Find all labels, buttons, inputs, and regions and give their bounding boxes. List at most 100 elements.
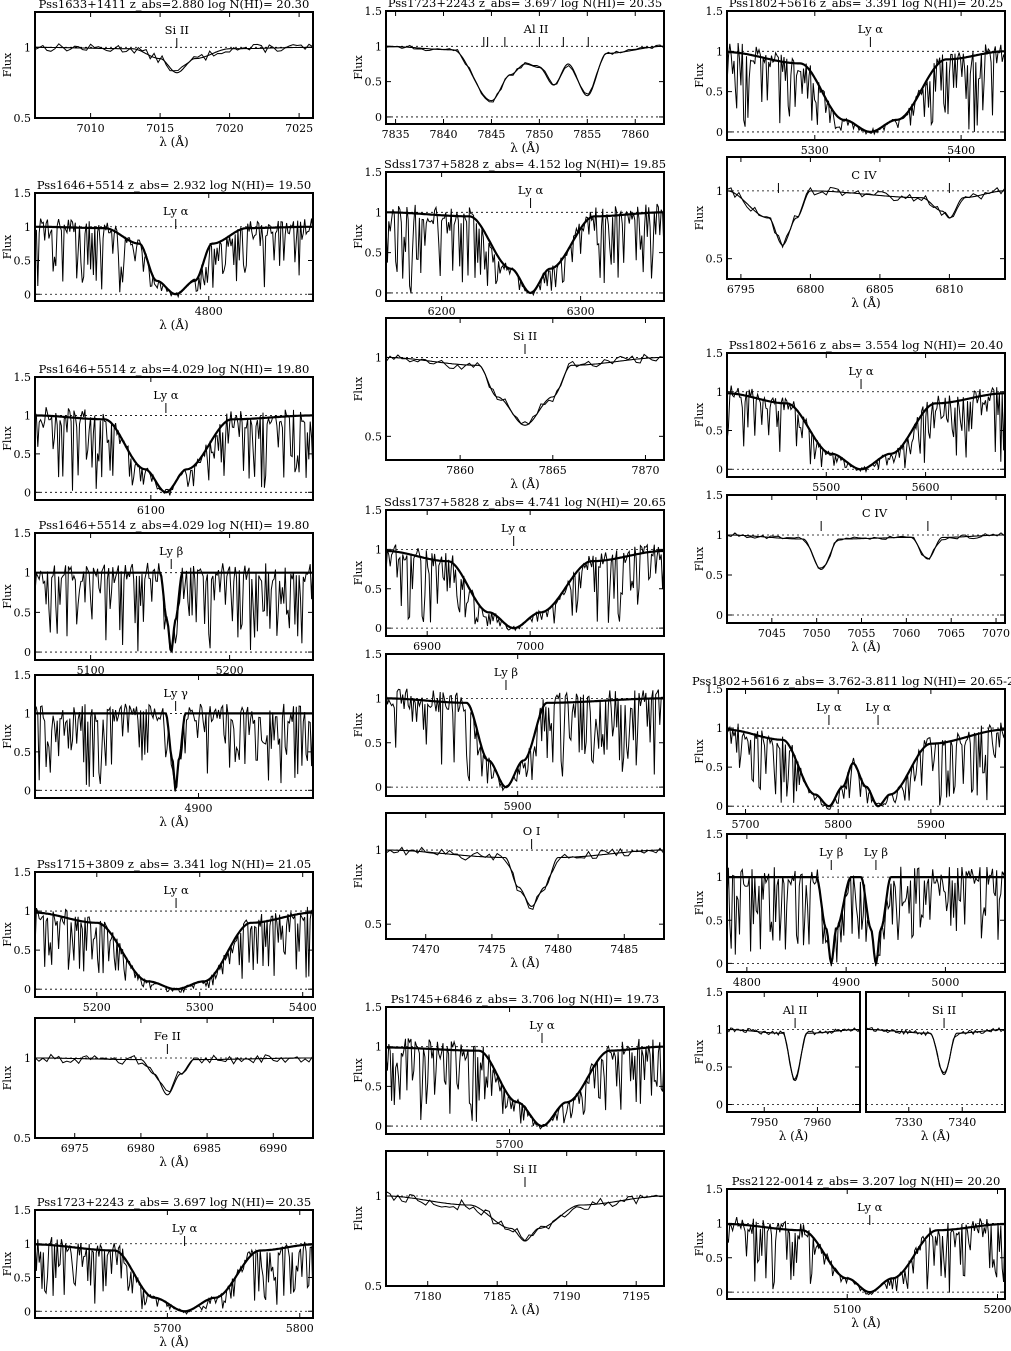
y-tick-label: 0 [716,126,723,139]
y-tick-label: 0 [375,287,382,300]
model-fit-line [727,728,1005,808]
transition-label: C IV [862,506,888,520]
chart-panel-c6: 4800 4900 5000 0 0.5 1 1.5 Flux Ly β Ly β [693,828,1006,989]
x-tick-label: 6810 [935,283,963,296]
y-tick-label: 1.5 [706,489,724,502]
y-axis-label: Flux [693,1231,706,1256]
transition-label: Ly α [163,204,189,218]
y-axis-label: Flux [693,738,706,763]
y-tick-label: 1 [716,185,723,198]
transition-label: O I [523,824,541,838]
chart-panel-c2: 6795 6800 6805 6810 0.5 1 Flux λ (Å) C IV [693,156,1006,310]
y-tick-label: 0.5 [706,569,724,582]
x-tick-label: 7855 [573,128,601,141]
plot-frame [385,171,665,302]
x-tick-label: 6805 [866,283,894,296]
chart-panel-c4: 7045 7050 7055 7060 7065 7070 0 0.5 1 1.5 Flux λ (Å… [693,489,1010,654]
x-tick-label: 6300 [567,305,595,318]
transition-label: Ly α [163,883,189,897]
observed-spectrum [35,43,313,72]
x-tick-label: 7055 [848,627,876,640]
x-tick-label: 5400 [289,1001,317,1014]
y-tick-label: 0.5 [365,918,383,931]
y-axis-label: Flux [352,54,365,79]
x-tick-label: 6975 [61,1142,89,1155]
model-fit-line [386,356,664,426]
x-axis-label: λ (Å) [159,134,188,149]
y-tick-label: 1 [375,692,382,705]
transition-label: Fe II [154,1029,181,1043]
y-tick-label: 1.5 [365,1001,383,1014]
x-tick-label: 6100 [137,504,165,517]
plot-frame [34,11,314,119]
y-tick-label: 1.5 [706,347,724,360]
x-tick-label: 7060 [892,627,920,640]
y-tick-label: 1 [24,41,31,54]
y-tick-label: 1 [24,1052,31,1065]
observed-spectrum [727,42,1005,136]
y-axis-label: Flux [693,402,706,427]
x-tick-label: 7190 [553,1290,581,1303]
y-tick-label: 1 [24,567,31,580]
plot-frame [726,352,1006,478]
y-tick-label: 0.5 [365,1280,383,1293]
x-tick-label: 7840 [430,128,458,141]
plot-frame [385,1006,665,1135]
x-tick-label: 5800 [286,1322,314,1335]
x-tick-label: 4800 [195,305,223,318]
y-tick-label: 0.5 [706,86,724,99]
x-tick-label: 7485 [610,943,638,956]
model-fit-line [35,712,313,792]
y-tick-label: 1.5 [706,683,724,696]
transition-label: Ly β [864,845,889,859]
x-tick-label: 6990 [259,1142,287,1155]
panel-title: Pss1715+3809 z_abs= 3.341 log N(HI)= 21.… [37,857,311,871]
plot-frame [385,317,665,461]
y-tick-label: 0 [375,622,382,635]
panel-title: Pss1802+5616 z_abs= 3.554 log N(HI)= 20.… [729,338,1003,352]
y-tick-label: 1 [716,871,723,884]
model-fit-line [727,190,1005,246]
chart-panel-a7: 6975 6980 6985 6990 0.5 1 Flux λ (Å) Fe II [1,1017,314,1169]
x-tick-label: 6985 [193,1142,221,1155]
plot-frame [385,812,665,940]
observed-spectrum [386,353,664,425]
transition-label: Al II [782,1003,808,1017]
transition-label: Al II [523,22,549,36]
y-axis-label: Flux [1,52,14,77]
x-tick-label: 7470 [412,943,440,956]
model-fit-line [727,50,1005,133]
panel-title: Ps1745+6846 z_abs= 3.706 log N(HI)= 19.7… [391,992,659,1006]
y-tick-label: 1.5 [365,5,383,18]
y-tick-label: 1 [24,221,31,234]
x-axis-label: λ (Å) [510,140,539,155]
x-tick-label: 7870 [631,464,659,477]
chart-panel-a6: 5200 5300 5400 0 0.5 1 1.5 Pss1715+3809 z_abs= … [1,857,317,1014]
x-tick-label: 7865 [539,464,567,477]
x-tick-label: 5400 [947,144,975,157]
observed-spectrum [727,385,1005,474]
model-fit-line [35,571,313,654]
y-tick-label: 0 [716,1099,723,1112]
x-tick-label: 7480 [544,943,572,956]
y-tick-label: 1 [24,905,31,918]
y-tick-label: 0 [716,957,723,970]
x-tick-label: 5200 [216,664,244,677]
model-fit-line [386,1045,664,1128]
x-axis-label: λ (Å) [510,955,539,970]
y-tick-label: 1 [24,1238,31,1251]
y-tick-label: 0 [24,784,31,797]
y-tick-label: 1.5 [14,187,32,200]
observed-spectrum [35,407,313,496]
y-axis-label: Flux [1,425,14,450]
y-tick-label: 0 [24,288,31,301]
plot-frame [726,10,1006,141]
plot-frame [385,1150,665,1287]
observed-spectrum [727,1216,1005,1296]
y-tick-label: 0.5 [14,1132,32,1145]
y-tick-label: 1 [716,1024,723,1037]
x-tick-label: 6900 [413,640,441,653]
observed-spectrum [386,688,664,792]
x-tick-label: 5800 [824,818,852,831]
